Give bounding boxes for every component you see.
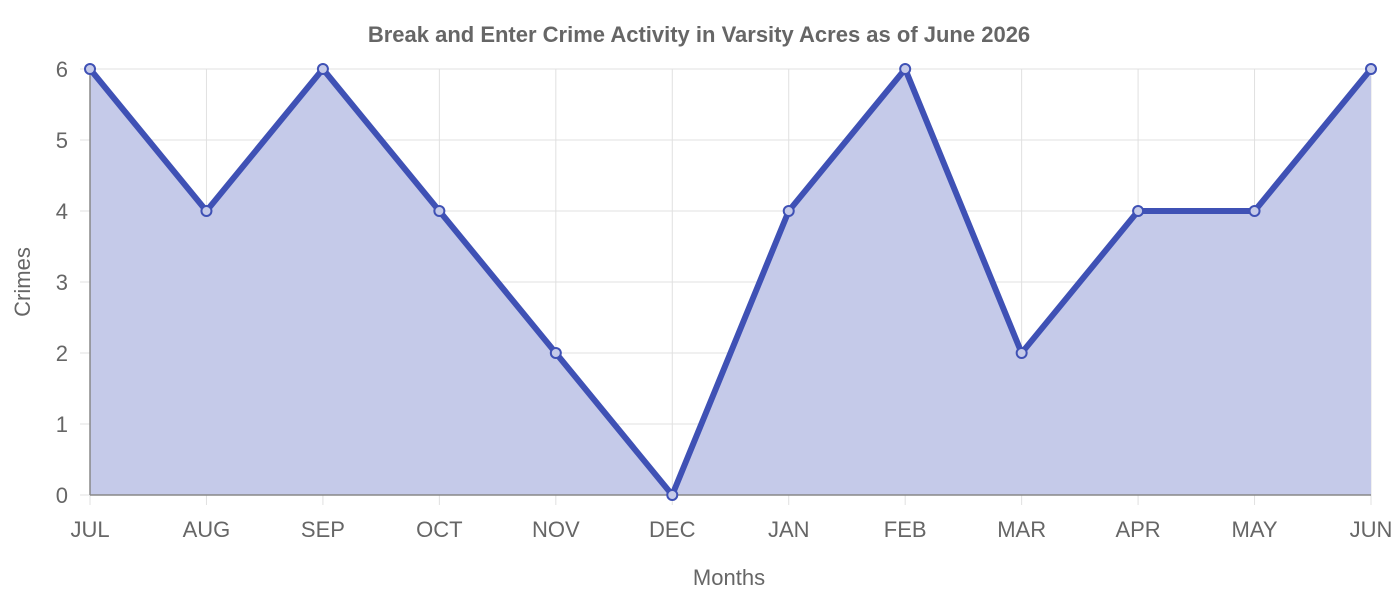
x-tick-label: MAY [1232,517,1278,542]
data-point [782,205,795,217]
x-tick-label: AUG [183,517,231,542]
chart-title: Break and Enter Crime Activity in Varsit… [368,22,1030,47]
series-line-layer [87,63,1374,501]
x-tick-label: JUN [1350,517,1393,542]
y-axis-title: Crimes [10,247,35,317]
data-points [84,63,1377,501]
data-point [666,489,679,501]
x-tick-label: JAN [768,517,810,542]
data-point [316,63,329,75]
y-tick-label: 5 [56,128,68,153]
data-point [1132,205,1145,217]
data-point [1365,63,1377,75]
x-tick-label: NOV [532,517,580,542]
y-tick-label: 1 [56,412,68,437]
x-axis-title: Months [693,565,765,590]
data-point [1248,205,1261,217]
tick-labels: 0 1 2 3 4 5 6 JUL AUG SEP OCT NOV DEC JAN FEB MAR APR MAY… [56,57,1393,542]
axes [89,69,1371,496]
x-tick-label: MAR [997,517,1046,542]
data-point [84,63,96,75]
x-tick-label: OCT [416,517,462,542]
data-point [899,63,912,75]
x-tick-label: APR [1115,517,1160,542]
data-point [1015,347,1028,359]
y-tick-label: 4 [56,199,68,224]
data-point [549,347,562,359]
y-tick-label: 3 [56,270,68,295]
y-tick-label: 0 [56,483,68,508]
y-tick-label: 2 [56,341,68,366]
x-tick-label: FEB [884,517,927,542]
x-tick-label: SEP [301,517,345,542]
series-line [87,63,1374,501]
x-tick-label: JUL [70,517,109,542]
data-point [200,205,213,217]
x-tick-label: DEC [649,517,696,542]
data-point [433,205,446,217]
y-tick-label: 6 [56,57,68,82]
